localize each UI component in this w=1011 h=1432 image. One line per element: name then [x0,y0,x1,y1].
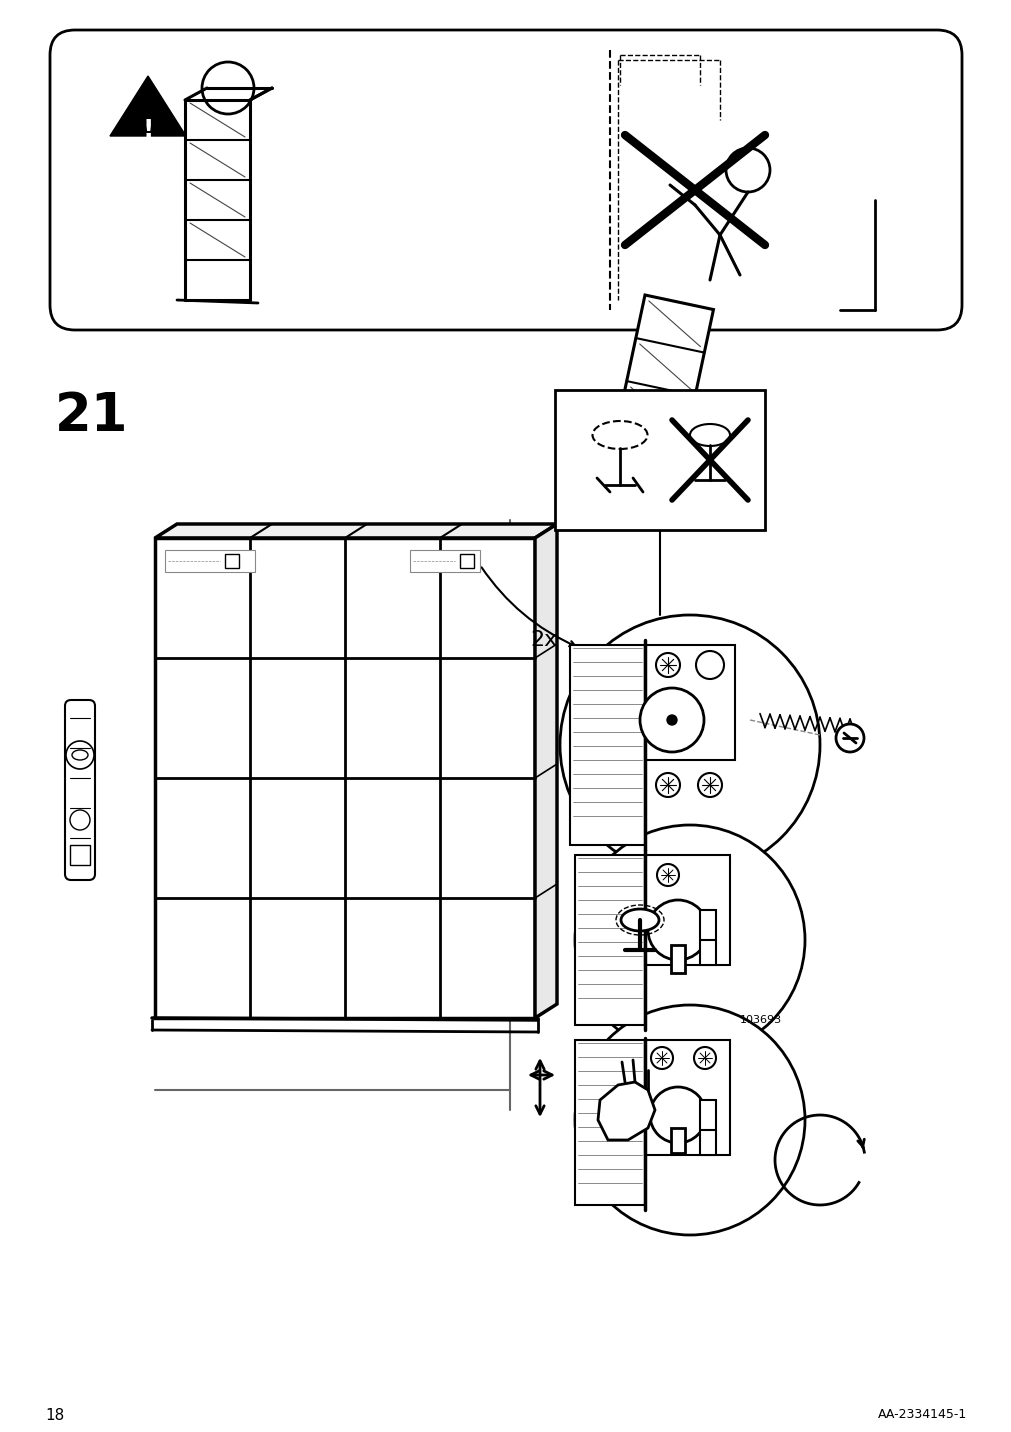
Circle shape [574,825,804,1055]
Ellipse shape [690,424,729,445]
Text: !: ! [143,117,154,142]
Circle shape [835,725,863,752]
Circle shape [639,687,704,752]
FancyBboxPatch shape [50,30,961,329]
Bar [670,945,684,972]
Bar [569,644,644,845]
Circle shape [649,1087,706,1143]
Ellipse shape [591,421,647,450]
Text: AA-2334145-1: AA-2334145-1 [877,1408,967,1421]
Circle shape [647,899,708,959]
Text: 21: 21 [55,390,128,442]
Bar [460,554,473,569]
Bar [574,855,644,1025]
Bar [165,550,255,571]
Polygon shape [599,498,685,524]
Circle shape [574,1005,804,1234]
Polygon shape [155,524,556,538]
Text: 18: 18 [44,1408,64,1423]
Bar [70,845,90,865]
Bar [644,644,734,760]
Polygon shape [110,76,186,136]
Bar [670,1128,684,1153]
Ellipse shape [72,750,88,760]
Bar [554,390,764,530]
Bar [700,1100,716,1156]
Circle shape [666,715,676,725]
Circle shape [559,614,819,875]
FancyBboxPatch shape [65,700,95,881]
Text: 2x: 2x [530,630,557,650]
Bar [409,550,479,571]
Bar [644,1040,729,1156]
Bar [574,1040,644,1204]
Bar [224,554,239,569]
Polygon shape [599,295,713,524]
Text: 103693: 103693 [739,1015,782,1025]
Polygon shape [535,524,556,1018]
Polygon shape [598,1083,654,1140]
Bar [155,538,535,1018]
Bar [700,909,716,965]
Ellipse shape [621,909,658,931]
Bar [644,855,729,965]
